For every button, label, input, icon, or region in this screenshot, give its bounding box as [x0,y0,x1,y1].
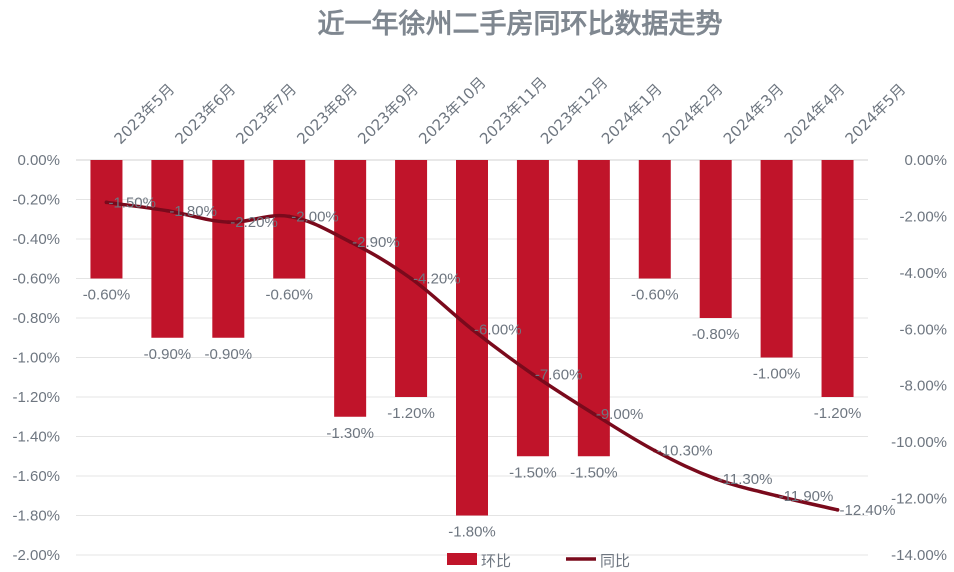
line-point [226,220,231,224]
left-tick-label: -0.60% [12,271,60,288]
bar-value-label: -0.90% [144,346,192,363]
bar-value-label: -0.60% [265,287,313,304]
line-value-label: -1.50% [108,194,156,211]
line-point [470,327,474,332]
left-tick-label: -1.60% [12,468,60,485]
left-tick-label: -0.80% [12,310,60,327]
line-point [592,412,596,416]
bar-value-label: -1.50% [509,464,557,481]
bar-value-label: -1.20% [814,405,862,422]
left-tick-label: -1.20% [12,389,60,406]
line-point [713,477,718,481]
category-label: 2024年3月 [720,80,788,148]
line-point [348,240,352,244]
bar-value-label: -1.20% [387,405,435,422]
line-value-label: -6.00% [474,321,522,338]
line-point [531,372,535,377]
category-label: 2024年4月 [781,80,849,148]
left-tick-label: -0.40% [12,231,60,248]
line-point [104,200,109,205]
line-value-label: -11.90% [779,488,834,505]
category-label: 2023年8月 [293,80,361,148]
line-series [104,200,840,512]
right-axis: 0.00% -2.00% -4.00% -6.00% -8.00% -10.00% -12.… [891,152,947,564]
bar-value-label: -1.80% [448,524,496,541]
bar-value-label: -1.00% [753,366,801,383]
line-data-labels: -1.50% -1.80% -2.20% -2.00% -2.90% -4.20% -6.0… [108,194,895,519]
legend-label-line: 同比 [600,552,630,570]
legend-swatch-bar [447,553,477,565]
bar [212,160,245,338]
left-tick-label: -1.80% [12,508,60,525]
category-label: 2024年5月 [842,80,910,148]
category-label: 2024年1月 [598,80,666,148]
bar [760,160,793,358]
chart-title: 近一年徐州二手房同环比数据走势 [318,8,723,40]
line-point [165,208,170,213]
bar [516,160,549,457]
line-value-label: -1.80% [169,203,217,220]
category-label: 2023年9月 [354,80,422,148]
bar-data-labels: -0.60% -0.90% -0.90% -0.60% -1.30% -1.20% -1.8… [83,287,862,541]
category-label: 2023年6月 [171,80,239,148]
legend: 环比 同比 [447,552,630,570]
bar-value-label: -0.80% [692,326,740,343]
line-point [287,214,292,219]
line-point [409,276,413,281]
bar-value-label: -0.60% [83,287,131,304]
category-label: 2023年7月 [232,80,300,148]
line-value-label: -12.40% [840,502,896,519]
bar-value-label: -1.30% [326,425,374,442]
left-tick-label: -1.00% [12,350,60,367]
right-tick-label: -6.00% [899,321,947,338]
line-value-label: -7.60% [535,366,583,383]
left-tick-label: -0.20% [12,192,60,209]
line-value-label: -11.30% [718,471,773,488]
right-tick-label: -8.00% [899,378,947,395]
category-label: 2024年2月 [659,80,727,148]
category-axis: 2023年5月2023年6月2023年7月2023年8月2023年9月2023年… [111,73,910,147]
line-point [835,508,840,512]
bar [151,160,184,338]
right-tick-label: -14.00% [891,547,947,564]
line-value-label: -4.20% [413,271,461,288]
bar [699,160,732,318]
bar-series [90,160,854,516]
line-value-label: -2.00% [291,208,339,225]
bar [821,160,854,397]
right-tick-label: -12.00% [891,491,947,508]
right-tick-label: -2.00% [899,208,947,225]
legend-label-bar: 环比 [481,552,511,570]
line-point [652,448,657,453]
left-tick-label: 0.00% [17,152,60,169]
left-tick-label: -1.40% [12,429,60,446]
bar [638,160,671,279]
right-tick-label: -4.00% [899,265,947,282]
right-tick-label: -10.00% [891,434,947,451]
line-value-label: -2.90% [352,234,400,251]
bar [90,160,123,279]
line-value-label: -10.30% [657,443,713,460]
bar-value-label: -0.60% [631,287,679,304]
left-axis: 0.00% -0.20% -0.40% -0.60% -0.80% -1.00% -1.20… [12,152,60,564]
bar [334,160,367,417]
bar-value-label: -1.50% [570,464,618,481]
category-label: 2023年5月 [111,80,179,148]
bar-value-label: -0.90% [205,346,253,363]
left-tick-label: -2.00% [12,547,60,564]
line-value-label: -2.20% [230,214,278,231]
line-point [774,493,779,498]
line-value-label: -9.00% [596,406,644,423]
right-tick-label: 0.00% [904,152,947,169]
